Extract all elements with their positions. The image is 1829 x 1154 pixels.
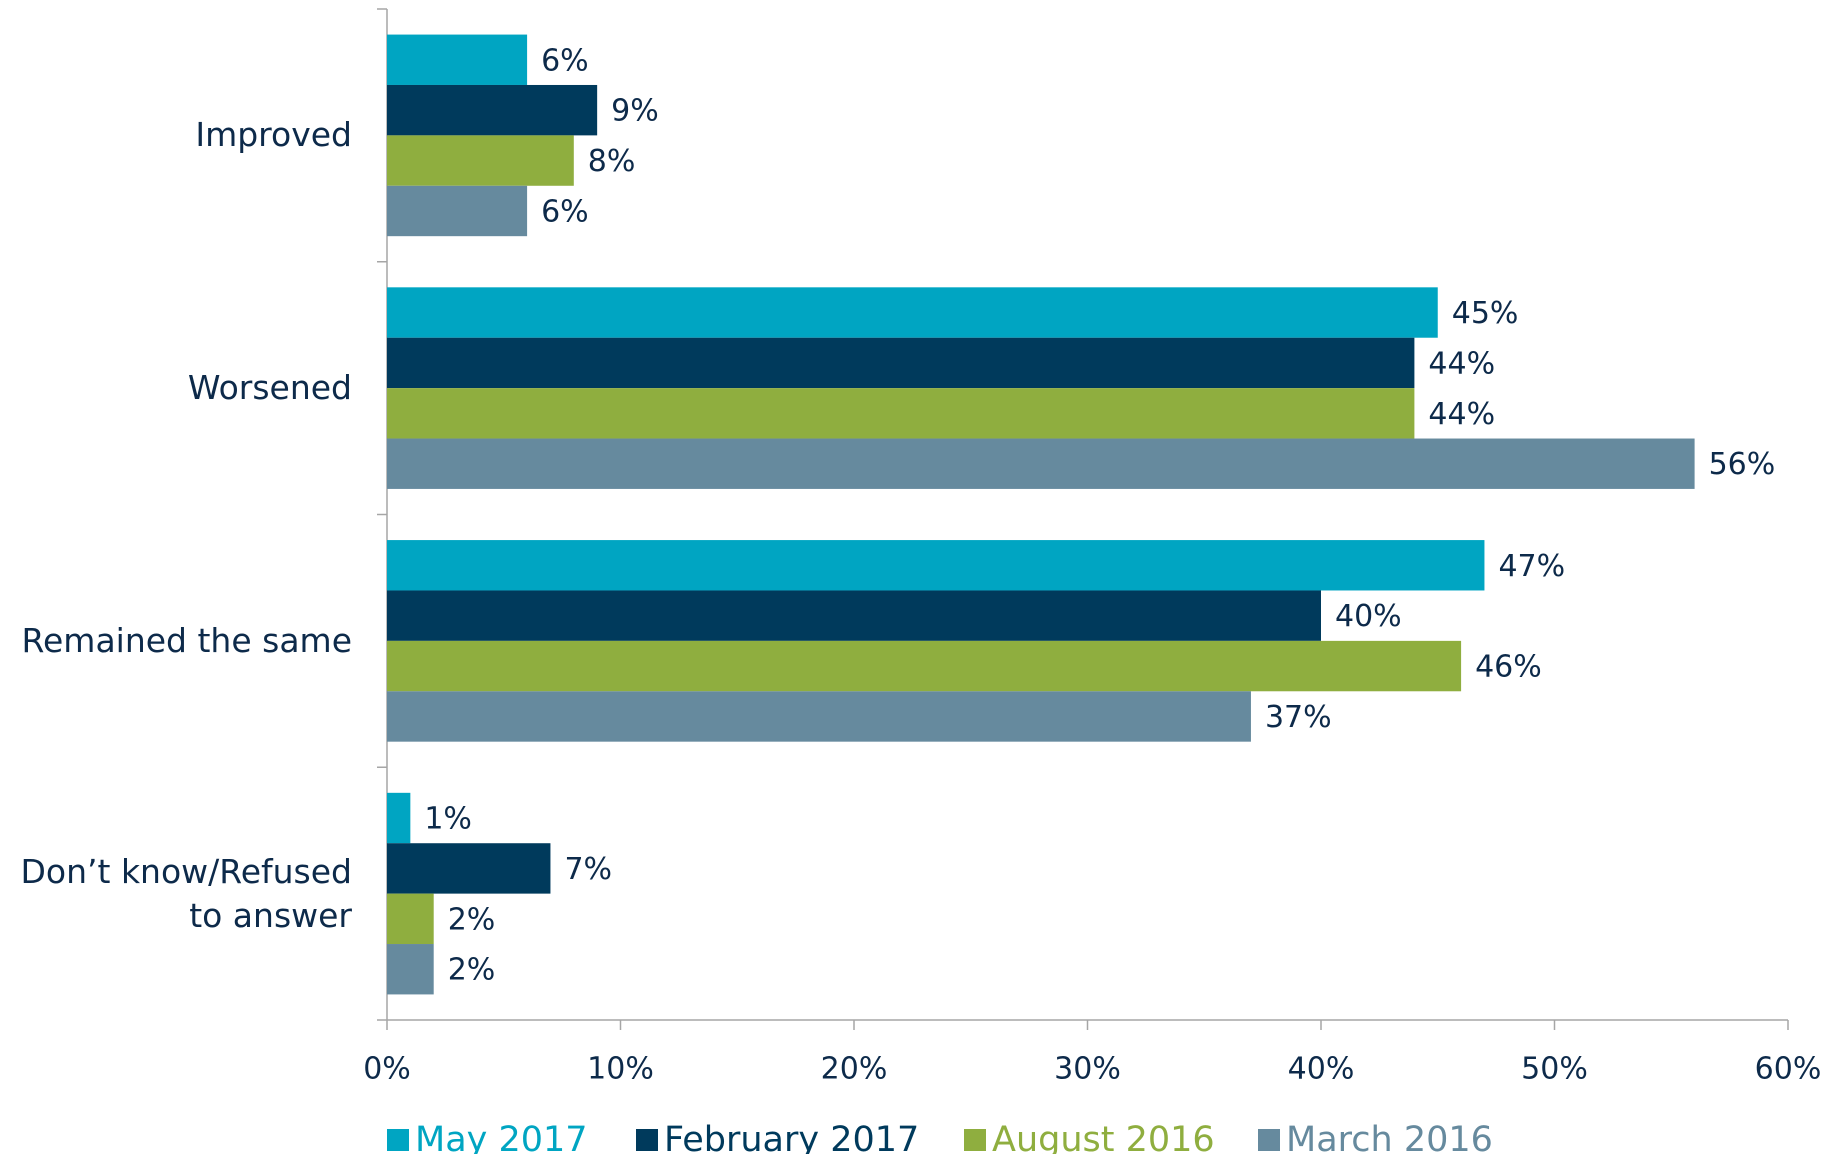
data-label: 7% (564, 852, 612, 887)
data-label: 9% (611, 94, 659, 129)
data-label: 6% (541, 194, 589, 229)
category-label: Worsened (0, 262, 352, 515)
x-tick-label: 40% (1288, 1052, 1355, 1087)
data-label: 8% (588, 144, 636, 179)
legend-swatch (387, 1129, 409, 1151)
x-tick-label: 10% (587, 1052, 654, 1087)
bar (387, 185, 528, 237)
data-label: 6% (541, 43, 589, 78)
data-label: 40% (1335, 599, 1402, 634)
bar (387, 640, 1462, 692)
x-tick-label: 50% (1521, 1052, 1588, 1087)
legend-label: March 2016 (1286, 1120, 1493, 1154)
category-label: Don’t know/Refused to answer (0, 767, 352, 1020)
bar (387, 590, 1321, 641)
category-text: Don’t know/Refused to answer (20, 851, 352, 935)
data-label: 44% (1428, 346, 1495, 381)
bar (387, 691, 1251, 742)
category-text: Worsened (187, 368, 352, 408)
legend-label: May 2017 (415, 1120, 588, 1154)
category-label: Remained the same (0, 515, 352, 768)
data-label: 46% (1475, 650, 1542, 685)
category-text: Remained the same (21, 620, 352, 660)
data-label: 56% (1709, 447, 1776, 482)
legend-label: February 2017 (664, 1120, 919, 1154)
bar (387, 843, 551, 894)
data-label: 47% (1498, 549, 1565, 584)
data-label: 2% (448, 953, 496, 988)
bar (387, 337, 1415, 389)
x-tick-label: 20% (821, 1052, 888, 1087)
bar (387, 893, 434, 945)
data-label: 1% (424, 802, 472, 837)
data-label: 2% (448, 902, 496, 937)
bar (387, 944, 434, 995)
bar (387, 135, 574, 186)
category-label: Improved (0, 9, 352, 262)
data-label: 45% (1452, 296, 1519, 331)
bar (387, 287, 1438, 338)
x-tick-label: 60% (1755, 1052, 1822, 1087)
data-label: 44% (1428, 397, 1495, 432)
legend-swatch (1258, 1129, 1280, 1151)
legend-swatch (636, 1129, 658, 1151)
bar (387, 388, 1415, 439)
data-label: 37% (1265, 700, 1332, 735)
bar (387, 34, 528, 85)
bar (387, 84, 598, 136)
legend-label: August 2016 (992, 1120, 1215, 1154)
legend-swatch (964, 1129, 986, 1151)
x-tick-label: 30% (1054, 1052, 1121, 1087)
category-text: Improved (195, 115, 352, 155)
x-tick-label: 0% (363, 1052, 411, 1087)
bar (387, 792, 411, 844)
bar (387, 438, 1695, 489)
bar (387, 540, 1485, 591)
